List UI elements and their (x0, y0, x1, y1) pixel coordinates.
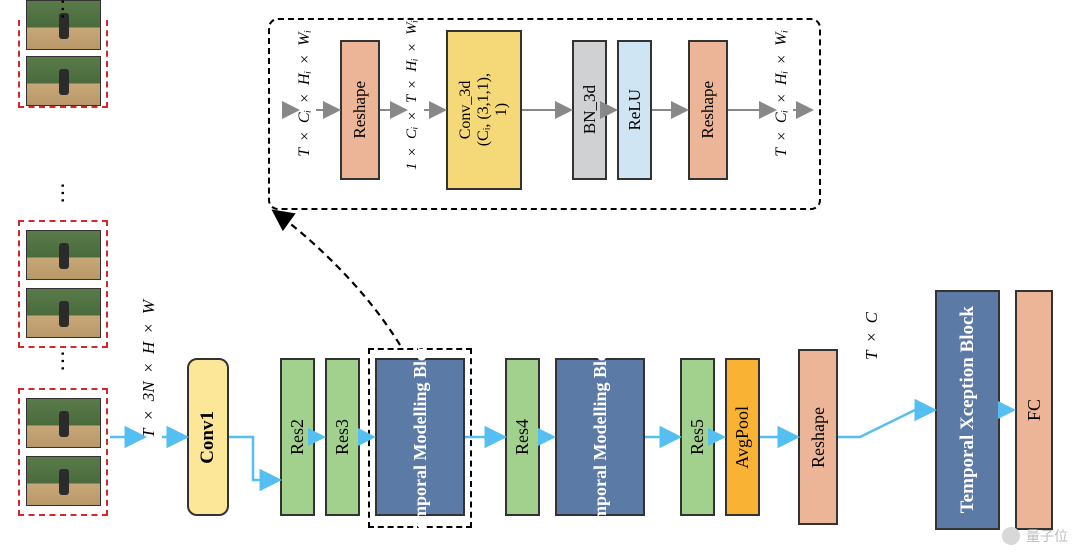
video-frame (26, 456, 101, 506)
dim-input: T × 3N × H × W (139, 300, 159, 443)
watermark: 量子位 (1002, 526, 1068, 546)
reshape-bottom-block: Reshape (798, 349, 838, 525)
res3-block: Res3 (325, 358, 360, 516)
dim-d2: 1 × Cᵢ × T × Hᵢ × Wᵢ (404, 20, 421, 175)
res4-block: Res4 (505, 358, 540, 516)
bn3d-block: BN_3d (572, 40, 607, 180)
video-frame (26, 288, 101, 338)
frame-group-1 (18, 388, 108, 516)
frame-group-2 (18, 220, 108, 348)
dim-d3: T × Cᵢ × Hᵢ × Wᵢ (773, 30, 791, 162)
frame-group-3 (18, 20, 108, 108)
video-frame (26, 56, 101, 106)
ellipsis-dots: ⋯ (50, 0, 76, 24)
conv3d-block: Conv_3d (Cᵢ, (3,1,1), 1) (446, 30, 522, 190)
tmb2-block: Temporal Modelling Block (555, 358, 645, 516)
dim-tc: T × C (862, 312, 882, 365)
video-frame (26, 230, 101, 280)
ellipsis-dots: ⋯ (50, 182, 76, 208)
fc-block: FC (1015, 290, 1053, 530)
watermark-logo-icon (1002, 527, 1020, 545)
reshape1-block: Reshape (340, 40, 380, 180)
watermark-text: 量子位 (1026, 526, 1068, 546)
video-frame (26, 398, 101, 448)
res5-block: Res5 (680, 358, 715, 516)
conv1-block: Conv1 (187, 358, 229, 516)
reshape2-block: Reshape (688, 40, 728, 180)
dim-d1: T × Cᵢ × Hᵢ × Wᵢ (296, 30, 314, 162)
relu-block: ReLU (617, 40, 652, 180)
avgpool-block: AvgPool (725, 358, 760, 516)
res2-block: Res2 (280, 358, 315, 516)
ellipsis-dots: ⋯ (50, 350, 76, 376)
tmb1-block: Temporal Modelling Block (375, 358, 465, 516)
txb-block: Temporal Xception Block (935, 290, 1000, 530)
